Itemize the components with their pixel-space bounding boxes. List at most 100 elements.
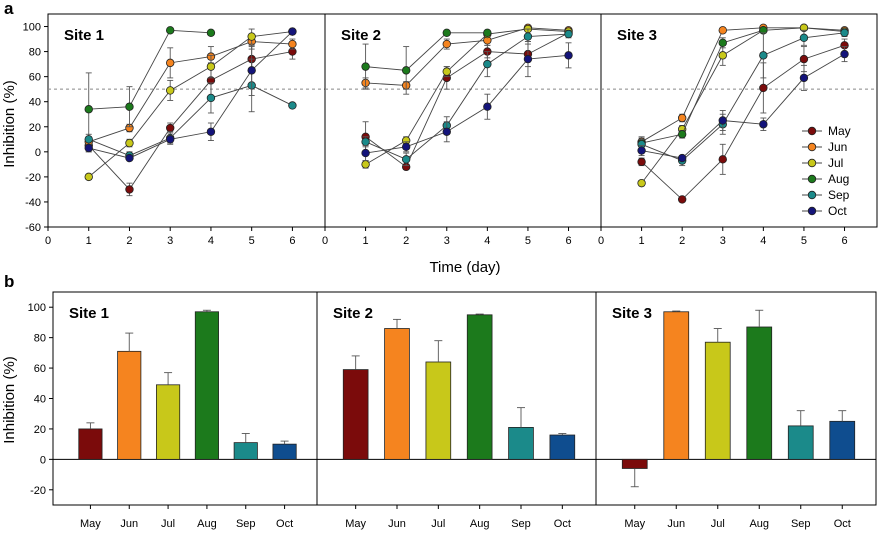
series-line	[88, 29, 211, 110]
bar-oct	[549, 434, 576, 460]
x-tick-label: 6	[565, 235, 571, 247]
plot-frame	[595, 291, 877, 506]
bar-may	[342, 369, 369, 460]
data-point	[125, 102, 134, 111]
bar-chart-site-1: -20 0 20 40 60 80 100 Site 1 May Jun Jul Aug Sep Oct	[28, 291, 318, 530]
line-chart-site-2: 0 1 2 3 4 5 6 Site 2	[322, 13, 602, 247]
legend-marker	[807, 206, 817, 216]
data-point	[718, 116, 727, 125]
line-chart-site-3: 0 1 2 3 4 5 6 Site 3	[598, 13, 878, 247]
y-tick-label: 20	[34, 424, 46, 436]
plot-frame	[47, 13, 326, 228]
series-line	[365, 32, 488, 71]
data-point	[799, 33, 809, 43]
y-tick-label: -20	[30, 485, 46, 497]
plot-frame	[52, 291, 318, 506]
legend-item-may: May	[802, 124, 851, 138]
bar-sep	[787, 425, 814, 460]
legend-label: May	[828, 124, 851, 138]
x-tick-label: 2	[126, 235, 132, 247]
series-sep	[361, 28, 573, 167]
series-line	[641, 53, 845, 159]
x-tick-label: 3	[720, 235, 726, 247]
y-tick-label: 0	[40, 454, 46, 466]
x-tick-label: 0	[598, 235, 604, 247]
bar-jul	[704, 341, 731, 460]
data-point	[288, 27, 297, 36]
bar-may	[621, 458, 648, 469]
data-point	[361, 62, 370, 71]
bar-jun	[384, 328, 410, 460]
legend-marker	[807, 174, 817, 184]
legend-label: Aug	[828, 172, 849, 186]
x-tick-label: Sep	[791, 518, 811, 530]
x-tick-label: Sep	[236, 518, 256, 530]
data-point	[718, 51, 727, 60]
legend-label: Jul	[828, 156, 843, 170]
bar-may	[78, 428, 103, 460]
data-point	[125, 185, 134, 194]
x-tick-label: Jun	[667, 518, 685, 530]
bar-oct	[272, 443, 297, 460]
data-point	[401, 142, 411, 152]
x-tick-label: Jul	[161, 518, 175, 530]
bar-oct	[829, 420, 856, 460]
bar-sep	[233, 442, 258, 460]
data-point	[166, 26, 175, 35]
bar-jun	[663, 311, 690, 460]
legend-item-oct: Oct	[802, 204, 847, 218]
series-aug	[361, 28, 492, 95]
series-line	[365, 33, 569, 160]
x-tick-label: 1	[86, 235, 92, 247]
legend-item-jun: Jun	[802, 140, 847, 154]
panel-a-letter: a	[4, 0, 14, 18]
panel-title: Site 2	[333, 305, 373, 322]
x-tick-label: Oct	[554, 518, 571, 530]
series-aug	[637, 26, 768, 150]
bar-jul	[156, 384, 181, 460]
x-tick-label: 3	[167, 235, 173, 247]
x-tick-label: 5	[249, 235, 255, 247]
legend-item-sep: Sep	[802, 188, 850, 202]
data-point	[637, 157, 646, 167]
series-line	[88, 41, 293, 143]
legend-marker	[807, 158, 817, 168]
data-point	[442, 67, 451, 76]
data-point	[361, 137, 370, 146]
series-line	[365, 27, 569, 86]
panel-title: Site 2	[341, 27, 381, 44]
y-tick-label: 20	[29, 122, 41, 134]
data-point	[125, 153, 134, 163]
bar-aug	[746, 326, 773, 460]
series-oct	[361, 41, 573, 162]
x-tick-label: Jul	[431, 518, 445, 530]
y-tick-label: -60	[25, 222, 41, 234]
series-oct	[84, 27, 297, 163]
data-point	[759, 51, 768, 60]
y-axis-label-b: Inhibition (%)	[1, 356, 18, 444]
data-point	[361, 160, 370, 169]
data-point	[361, 148, 370, 158]
x-tick-label: Aug	[197, 518, 217, 530]
x-tick-label: 1	[639, 235, 645, 247]
x-tick-label: Aug	[470, 518, 490, 530]
data-point	[206, 62, 216, 71]
y-tick-label: 0	[35, 147, 41, 159]
series-may	[637, 38, 849, 204]
data-point	[288, 101, 297, 110]
panel-title: Site 3	[617, 27, 657, 44]
x-tick-label: Oct	[834, 518, 851, 530]
data-point	[637, 146, 646, 155]
series-line	[88, 31, 293, 159]
data-point	[718, 155, 727, 164]
x-tick-label: Sep	[511, 518, 531, 530]
data-point	[677, 113, 687, 123]
bar-jun	[117, 350, 142, 460]
bar-chart-site-2: Site 2 May Jun Jul Aug Sep Oct	[316, 291, 597, 530]
x-tick-label: 2	[679, 235, 685, 247]
y-tick-label: 60	[34, 363, 46, 375]
data-point	[442, 127, 451, 136]
legend: May Jun Jul Aug Sep Oct	[802, 124, 851, 218]
bar-sep	[508, 427, 534, 460]
